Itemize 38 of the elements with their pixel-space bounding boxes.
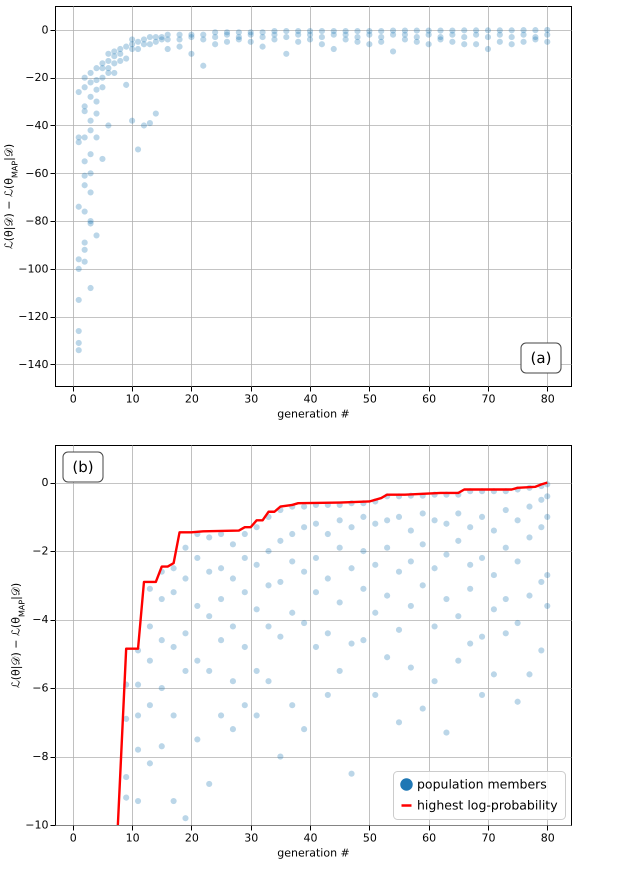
x-tick-label: 10 (126, 392, 140, 406)
y-tick-label: −10 (25, 818, 48, 832)
x-tick-label: 10 (126, 832, 140, 844)
y-tick-label: −60 (25, 166, 48, 180)
x-axis-title: generation # (277, 408, 350, 420)
y-tick-label: 0 (42, 23, 48, 36)
x-tick-label: 40 (304, 392, 318, 406)
x-tick-label: 30 (244, 392, 258, 406)
y-tick-label: −6 (32, 682, 48, 695)
x-tick-label: 60 (422, 392, 436, 406)
y-tick-label: −40 (25, 118, 48, 132)
legend-label: highest log-probability (417, 798, 558, 812)
x-tick-label: 30 (244, 832, 258, 844)
y-tick-label: 0 (42, 476, 48, 490)
x-tick-label: 40 (304, 832, 318, 844)
x-tick-label: 50 (362, 832, 377, 844)
x-axis-title: generation # (277, 846, 350, 860)
x-tick-label: 80 (540, 392, 555, 406)
y-tick-label: −8 (32, 750, 48, 764)
x-tick-label: 70 (481, 392, 496, 406)
x-tick-label: 70 (481, 832, 496, 844)
y-tick-label: −120 (18, 310, 48, 324)
legend-label: population members (417, 776, 547, 792)
y-tick-label: −4 (32, 613, 48, 626)
y-tick-label: −80 (25, 214, 48, 228)
x-tick-label: 0 (70, 392, 77, 406)
y-tick-label: −140 (18, 358, 48, 371)
x-tick-label: 20 (184, 392, 199, 406)
x-tick-label: 80 (540, 832, 555, 844)
annotation: (a) (530, 349, 552, 367)
annotation: (b) (72, 458, 94, 476)
y-tick-label: −100 (18, 262, 48, 276)
x-tick-label: 60 (422, 832, 436, 844)
x-tick-label: 0 (70, 832, 77, 844)
x-tick-label: 20 (184, 832, 199, 844)
y-tick-label: −20 (25, 71, 48, 84)
x-tick-label: 50 (362, 392, 377, 406)
y-tick-label: −2 (32, 544, 48, 558)
